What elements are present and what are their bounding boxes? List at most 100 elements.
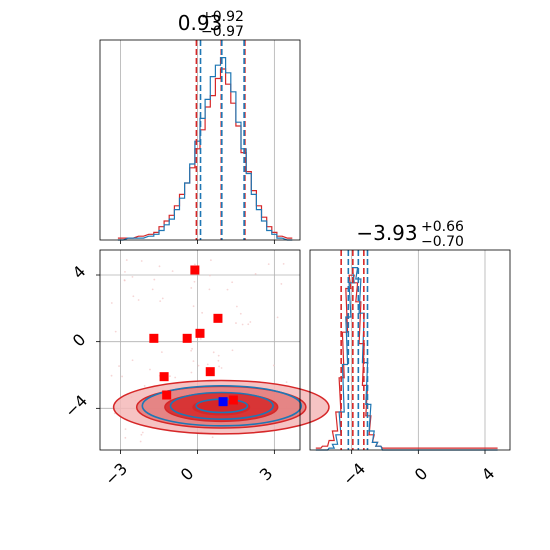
scatter-point [171,270,174,273]
scatter-point [159,300,162,303]
panel-title-param-2: −3.93 [356,221,417,245]
marker-red-square [195,328,205,338]
histogram-blue [315,267,498,451]
histogram-blue [117,57,293,241]
scatter-point [285,381,288,383]
scatter-point [118,365,120,367]
scatter-point [193,280,196,283]
marker-red-square [149,333,159,343]
marker-red-square [182,333,192,343]
scatter-point [153,278,156,281]
quantile-lines [195,40,246,240]
scatter-point [190,287,193,289]
scatter-point [169,375,171,378]
scatter-point [254,273,257,275]
scatter-point [280,283,283,285]
title-plus-error: +0.66 [421,219,464,235]
histogram-red [117,68,293,239]
title-value: −3.93 [356,221,417,245]
title-minus-error: −0.70 [421,234,464,250]
scatter-point [191,347,193,350]
scatter-point [121,375,123,378]
joint-contour-plot [96,249,330,454]
scatter-point [218,365,220,368]
scatter-point [139,440,142,443]
histogram-step-blue [117,57,293,241]
scatter-point [212,351,215,354]
scatter-point [206,363,209,366]
marginal-histogram-param-1 [99,39,301,244]
scatter-point [140,260,143,262]
quantile-lines [340,250,369,450]
scatter-point [137,299,140,301]
title-value: 0.93 [178,11,223,35]
marker-red-square [205,367,215,377]
marker-blue-square [218,397,228,407]
scatter-point [190,371,193,374]
scatter-point [190,349,193,352]
scatter-point [211,436,214,439]
marker-red-square [190,265,200,275]
scatter-point [220,367,223,369]
axes-frame [99,39,301,241]
scatter-point [276,316,279,319]
scatter-point [249,321,252,323]
scatter-point [197,364,200,367]
scatter-point [231,349,234,352]
scatter-point [192,360,195,363]
scatter-point [239,312,242,315]
scatter-point [193,263,196,266]
scatter-point [217,359,220,362]
scatter-point [209,274,211,277]
scatter-point [160,351,163,354]
axes-frame [99,249,301,451]
scatter-point [235,305,238,308]
scatter-point [151,288,154,291]
markers [149,265,238,407]
scatter-point [226,288,229,291]
scatter-point [272,364,275,367]
scatter-point [201,311,204,314]
scatter-point [110,302,113,304]
scatter-point [140,433,143,436]
scatter-point [131,275,134,278]
title-minus-error: −0.97 [201,24,244,40]
scatter-point [231,281,234,284]
scatter-point [158,265,161,268]
scatter-point [149,368,151,371]
scatter-point [208,288,211,291]
scatter-point [141,431,144,434]
scatter-point [143,385,146,387]
contour-regions [112,379,330,435]
contour-blue [169,391,274,420]
scatter-point [282,262,285,265]
panel-title-param-1: 0.93 [178,11,223,35]
scatter-point [235,322,237,324]
scatter-point [124,270,126,273]
scatter-point [114,330,117,333]
scatter-point [124,436,127,439]
marker-red-square [228,395,238,405]
histogram-step-red [117,68,293,239]
grid-lines [120,40,275,244]
scatter-point [124,428,127,431]
scatter-point [174,376,177,379]
scatter-point [217,354,220,357]
histogram-step-blue [315,267,498,451]
marginal-histogram-param-2 [309,249,511,454]
marker-red-square [159,372,169,382]
scatter-point [199,337,202,340]
scatter-point [267,263,270,266]
scatter-point [192,305,195,308]
scatter-point [209,259,212,262]
marker-red-square [162,390,172,400]
scatter-point [161,297,164,300]
title-plus-error: +0.92 [201,9,244,25]
axes-frame [309,249,511,451]
contour-blue [141,385,303,427]
marker-red-square [213,313,223,323]
scatter-point [131,359,134,362]
scatter-point [110,374,113,377]
scatter-point [132,295,135,298]
